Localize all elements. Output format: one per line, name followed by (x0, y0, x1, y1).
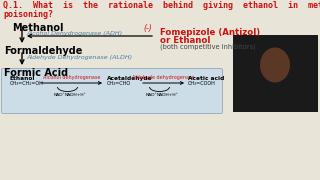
Text: Formaldehyde: Formaldehyde (4, 46, 82, 56)
Text: poisoning?: poisoning? (3, 10, 53, 19)
Bar (233, 35, 318, 112)
Text: Acetic acid: Acetic acid (188, 76, 224, 81)
Text: Ethanol: Ethanol (10, 76, 36, 81)
Text: or Ethanol: or Ethanol (160, 36, 210, 45)
Text: Aldehyde Dehydrogenase (ALDH): Aldehyde Dehydrogenase (ALDH) (26, 55, 132, 60)
Text: CH₃=CHO: CH₃=CHO (107, 81, 131, 86)
Text: CH₃=CH₂=OH: CH₃=CH₂=OH (10, 81, 44, 86)
Text: Formic Acid: Formic Acid (4, 68, 68, 78)
Text: NADH+H⁺: NADH+H⁺ (156, 93, 179, 97)
Text: (both competitive inhibitors): (both competitive inhibitors) (160, 44, 256, 51)
FancyBboxPatch shape (2, 69, 222, 114)
Text: Alcohol dehydrogenase: Alcohol dehydrogenase (43, 75, 100, 80)
Text: (-): (-) (143, 24, 152, 33)
Ellipse shape (260, 48, 290, 82)
Text: Methanol: Methanol (12, 23, 63, 33)
Text: Fomepizole (Antizol): Fomepizole (Antizol) (160, 28, 260, 37)
Text: Acetaldehyde: Acetaldehyde (107, 76, 153, 81)
Text: NAD⁺: NAD⁺ (54, 93, 65, 97)
Text: CH₃=COOH: CH₃=COOH (188, 81, 216, 86)
Text: Aldehyde dehydrogenase: Aldehyde dehydrogenase (132, 75, 195, 80)
Text: NAD⁺: NAD⁺ (146, 93, 157, 97)
Text: Q.1.  What  is  the  rationale  behind  giving  ethanol  in  methanol: Q.1. What is the rationale behind giving… (3, 1, 320, 10)
Text: Alcohol Dehydrogenase (ADH): Alcohol Dehydrogenase (ADH) (26, 31, 122, 37)
Text: NADH+H⁺: NADH+H⁺ (65, 93, 86, 97)
